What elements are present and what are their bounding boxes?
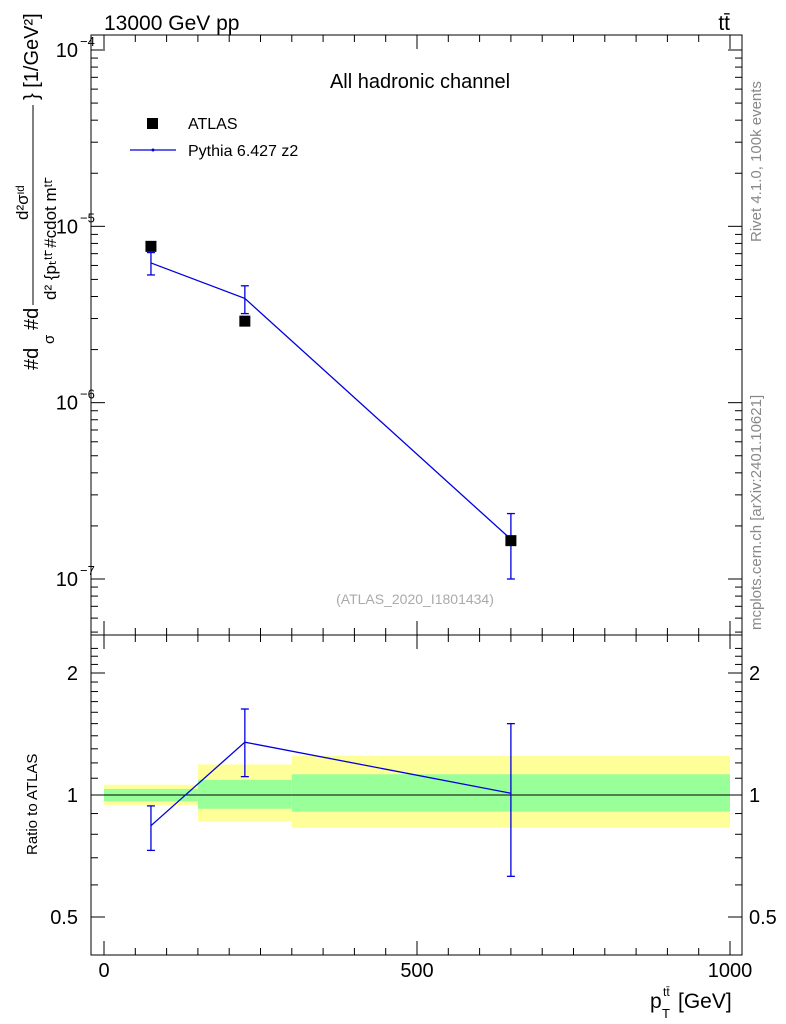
atlas-data-point: [505, 535, 517, 547]
ylabel-den2: d² {pₜᵗᵗ̄ #cdot mᵗᵗ̄: [41, 177, 60, 300]
main-y-label: #d σ #d d²σᶦᵈ d² {pₜᵗᵗ̄ #cdot mᵗᵗ̄ } [1/…: [13, 13, 60, 370]
ratio-series: [146, 708, 515, 877]
legend-atlas-marker: [147, 118, 158, 129]
main-y-tick-label: 10: [56, 569, 78, 591]
ratio-panel: 0.5 0.5 1 1 2 2 0 500 1000 Ratio to ATLAS p tt̄ …: [24, 634, 777, 1021]
energy-label: 13000 GeV pp: [104, 12, 239, 35]
x-axis-label: p tt̄ T [GeV]: [650, 985, 732, 1021]
main-series: [145, 240, 517, 580]
rivet-label: Rivet 4.1.0, 100k events: [748, 81, 765, 242]
ratio-band-inner: [197, 779, 292, 809]
ratio-y-tick-label-right: 2: [749, 663, 760, 685]
atlas-data-point: [239, 315, 251, 327]
pythia-line: [150, 262, 512, 540]
main-y-tick-exponent: −4: [80, 34, 95, 49]
ratio-y-tick-label-left: 1: [67, 785, 78, 807]
ratio-y-tick-label-right: 1: [749, 785, 760, 807]
main-y-tick-exponent: −7: [80, 563, 95, 578]
legend-pythia-dot: [151, 148, 155, 152]
main-panel: 10−710−610−510−4 All hadronic channel AT…: [13, 13, 743, 636]
ratio-y-label: Ratio to ATLAS: [24, 754, 41, 855]
main-y-tick-exponent: −5: [80, 210, 95, 225]
ratio-y-tick-label-right: 0.5: [749, 907, 777, 929]
main-y-ticks: 10−710−610−510−4: [56, 34, 742, 635]
site-label: mcplots.cern.ch [arXiv:2401.10621]: [748, 395, 765, 630]
process-label: tt̄: [718, 12, 730, 35]
main-y-tick-exponent: −6: [80, 387, 95, 402]
x-tick-label: 1000: [708, 960, 753, 982]
ratio-ticks: 0.5 0.5 1 1 2 2 0 500 1000: [50, 635, 777, 982]
ratio-frame: [90, 634, 743, 956]
x-tick-label: 500: [400, 960, 433, 982]
ylabel-mid: #d: [21, 308, 43, 330]
xlabel-main: p: [650, 990, 662, 1013]
ylabel-den1: σ: [41, 334, 58, 344]
ylabel-tail: } [1/GeV²]: [21, 13, 43, 100]
xlabel-sub: T: [662, 1006, 670, 1021]
xlabel-sup: tt̄: [663, 985, 670, 999]
main-y-tick-label: 10: [56, 40, 78, 62]
ratio-bands: [104, 755, 730, 828]
legend-atlas-label: ATLAS: [188, 116, 238, 133]
xlabel-unit: [GeV]: [678, 990, 732, 1013]
ratio-y-tick-label-left: 0.5: [50, 907, 78, 929]
x-tick-label: 0: [98, 960, 109, 982]
legend-pythia-label: Pythia 6.427 z2: [188, 143, 298, 160]
main-title: All hadronic channel: [330, 71, 510, 93]
legend: ATLAS Pythia 6.427 z2: [130, 116, 298, 160]
ylabel-num2: d²σᶦᵈ: [13, 185, 32, 220]
ylabel-num1: #d: [21, 348, 43, 370]
main-y-tick-label: 10: [56, 393, 78, 415]
reference-label: (ATLAS_2020_I1801434): [336, 591, 494, 607]
ratio-y-tick-label-left: 2: [67, 663, 78, 685]
atlas-data-point: [145, 240, 157, 252]
main-y-tick-label: 10: [56, 216, 78, 238]
